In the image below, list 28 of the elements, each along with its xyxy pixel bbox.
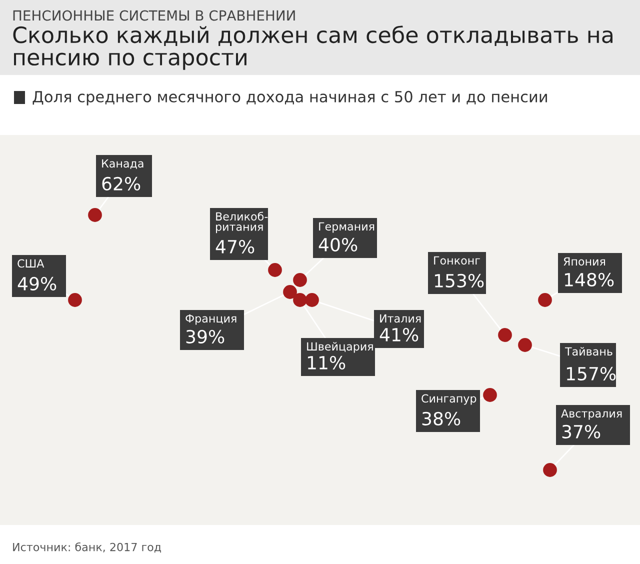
data-label: 49%: [18, 276, 56, 290]
category-label: Австралия: [561, 409, 622, 420]
category-label: Гонконг: [434, 256, 480, 265]
text: ПЕНСИОННЫЕ СИСТЕМЫ В СРАВНЕНИИ: [13, 10, 295, 21]
data-label: 37%: [562, 424, 600, 438]
data-label: 40%: [318, 238, 358, 252]
category-label: Германия: [319, 222, 374, 233]
data-label: 47%: [216, 240, 254, 254]
category-label: Италия: [380, 314, 421, 323]
data-label: 38%: [422, 412, 460, 426]
category-label: Сингапур: [422, 394, 476, 405]
category-label: Япония: [564, 257, 606, 266]
data-label: 148%: [564, 272, 614, 286]
legend-title: Доля среднего месячного дохода начиная с 50 лет и до пенсии: [32, 90, 547, 106]
data-label: 62%: [102, 176, 140, 190]
data-label: 11%: [308, 356, 346, 370]
data-label: 39%: [186, 330, 224, 344]
data-label: 153%: [434, 274, 484, 288]
data-label: 41%: [380, 328, 418, 342]
data-label: 157%: [566, 366, 616, 380]
text: Источник: банк, 2017 год: [13, 542, 161, 553]
category-label: Великоб- ритания: [216, 212, 268, 234]
category-label: Франция: [186, 314, 236, 325]
category-label: Швейцария: [307, 342, 373, 353]
category-label: США: [18, 259, 44, 268]
category-label: Канада: [102, 159, 144, 169]
text: Сколько каждый должен сам себе откладывать на пенсию по старости: [13, 26, 612, 70]
category-label: Тайвань: [564, 347, 612, 356]
